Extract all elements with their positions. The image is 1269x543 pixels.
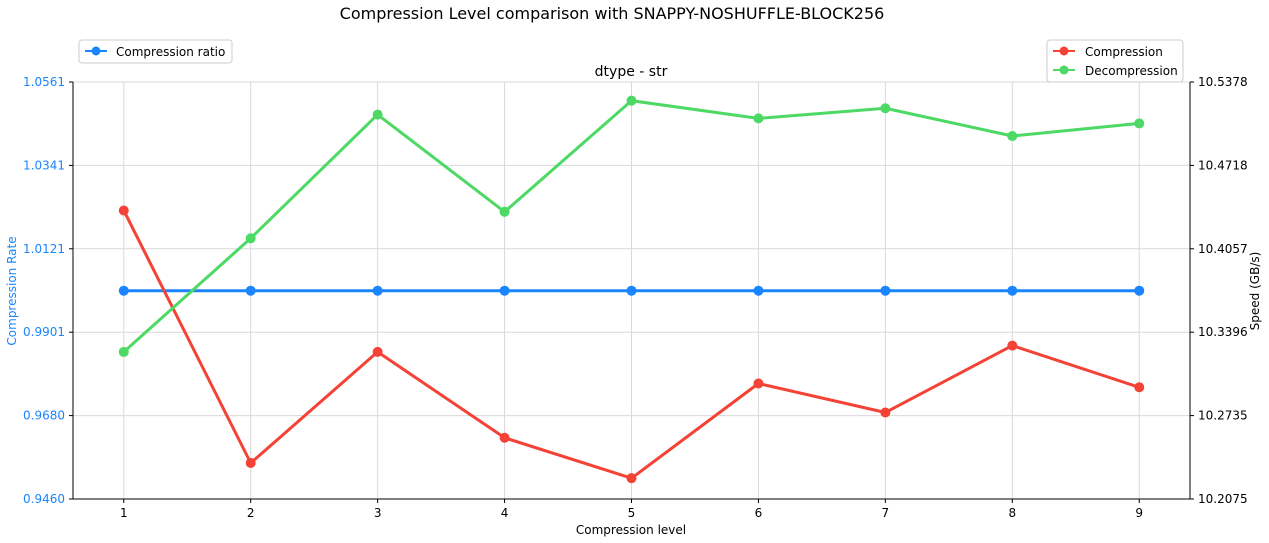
right-tick-label: 10.5378 <box>1198 75 1248 89</box>
data-point-compression-ratio <box>118 285 129 296</box>
left-tick-label: 0.9460 <box>23 492 65 506</box>
x-axis-label: Compression level <box>576 523 686 537</box>
data-point-compression-ratio <box>372 285 383 296</box>
data-series <box>118 95 1145 484</box>
data-point-compression <box>499 432 510 443</box>
data-point-compression-ratio <box>1007 285 1018 296</box>
right-tick-label: 10.2735 <box>1198 409 1248 423</box>
left-axis-label: Compression Rate <box>5 236 19 345</box>
left-tick-label: 0.9901 <box>23 325 65 339</box>
right-tick-label: 10.4057 <box>1198 242 1248 256</box>
data-point-decompression <box>1007 131 1018 142</box>
x-tick-label: 5 <box>628 506 636 520</box>
grid-lines <box>73 81 1190 499</box>
legend-label-compression-ratio: Compression ratio <box>116 45 225 59</box>
data-point-decompression <box>1134 118 1145 129</box>
left-tick-label: 1.0561 <box>23 75 65 89</box>
left-tick-label: 1.0341 <box>23 158 65 172</box>
data-point-compression-ratio <box>245 285 256 296</box>
data-point-compression-ratio <box>1134 285 1145 296</box>
axes-frame <box>69 81 1194 503</box>
x-tick-label: 4 <box>501 506 509 520</box>
legend-left: Compression ratio <box>78 39 233 64</box>
right-tick-label: 10.4718 <box>1198 158 1248 172</box>
data-point-compression-ratio <box>880 285 891 296</box>
legend-right-frame <box>1046 39 1184 83</box>
chart-suptitle: Compression Level comparison with SNAPPY… <box>340 4 885 23</box>
x-tick-label: 2 <box>247 506 255 520</box>
right-tick-label: 10.3396 <box>1198 325 1248 339</box>
x-tick-label: 7 <box>882 506 890 520</box>
legend-label-compression: Compression <box>1085 45 1163 59</box>
data-point-compression <box>372 346 383 357</box>
legend-label-decompression: Decompression <box>1085 64 1178 78</box>
data-point-compression <box>1134 382 1145 393</box>
x-tick-label: 6 <box>755 506 763 520</box>
legend-marker-compression <box>1059 46 1069 56</box>
x-tick-label: 8 <box>1008 506 1016 520</box>
x-tick-label: 9 <box>1135 506 1143 520</box>
data-point-compression <box>1007 340 1018 351</box>
chart-title: dtype - str <box>595 64 668 80</box>
data-point-decompression <box>245 233 256 244</box>
left-tick-label: 1.0121 <box>23 242 65 256</box>
data-point-compression <box>880 407 891 418</box>
data-point-decompression <box>626 95 637 106</box>
legend-left-frame <box>78 39 233 64</box>
data-point-decompression <box>880 103 891 114</box>
legend-marker-decompression <box>1059 65 1069 75</box>
data-point-decompression <box>499 206 510 217</box>
data-point-compression-ratio <box>626 285 637 296</box>
data-point-compression-ratio <box>499 285 510 296</box>
tick-labels: 1 2 3 4 5 6 7 8 9 0.9460 10.2075 0.9680 10.2735 0.990… <box>23 75 1248 520</box>
data-point-compression <box>245 458 256 469</box>
data-point-compression <box>753 378 764 389</box>
x-tick-label: 3 <box>374 506 382 520</box>
data-point-compression-ratio <box>753 285 764 296</box>
right-tick-label: 10.2075 <box>1198 492 1248 506</box>
left-tick-label: 0.9680 <box>23 409 65 423</box>
x-tick-label: 1 <box>120 506 128 520</box>
data-point-decompression <box>753 113 764 124</box>
right-axis-label: Speed (GB/s) <box>1248 252 1262 331</box>
data-point-compression <box>118 205 129 216</box>
legend-right: Compression Decompression <box>1046 39 1184 83</box>
data-point-decompression <box>372 109 383 120</box>
data-point-compression <box>626 473 637 484</box>
legend-marker-compression-ratio <box>91 46 101 56</box>
data-point-decompression <box>118 346 129 357</box>
